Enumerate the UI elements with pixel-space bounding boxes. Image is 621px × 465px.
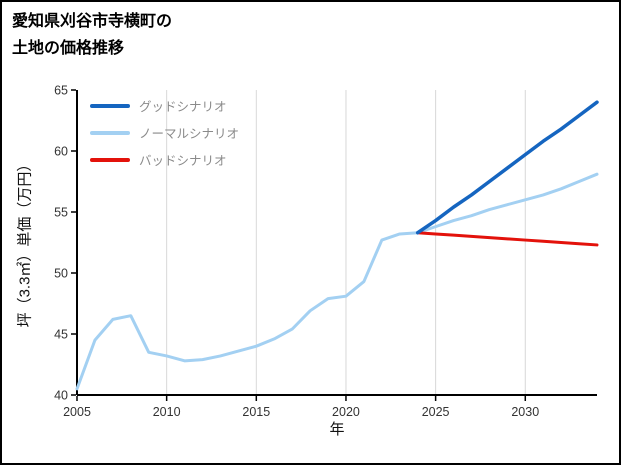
- x-tick-label: 2005: [63, 405, 91, 419]
- good-scenario-line-swatch: [90, 103, 130, 108]
- title-line-1: 愛知県刈谷市寺横町の: [12, 13, 173, 30]
- legend-label-normal: ノーマルシナリオ: [139, 127, 240, 141]
- series-line-グッドシナリオ: [415, 100, 599, 235]
- y-tick-label: 60: [54, 145, 68, 159]
- x-tick-label: 2020: [332, 405, 360, 419]
- x-tick-label: 2030: [511, 405, 539, 419]
- y-tick-label: 55: [54, 206, 68, 220]
- legend-item-bad: バッドシナリオ: [90, 146, 239, 173]
- x-axis-label: 年: [329, 421, 345, 438]
- legend-item-good: グッドシナリオ: [90, 92, 239, 119]
- normal-scenario-line-swatch: [90, 130, 130, 135]
- page-title: 愛知県刈谷市寺横町の 土地の価格推移: [12, 8, 172, 62]
- legend-label-bad: バッドシナリオ: [139, 154, 227, 168]
- series-line-ノーマルシナリオ: [75, 172, 599, 391]
- y-tick-label: 45: [54, 328, 68, 342]
- x-tick-label: 2015: [242, 405, 270, 419]
- legend-item-normal: ノーマルシナリオ: [90, 119, 239, 146]
- title-line-2: 土地の価格推移: [12, 40, 125, 58]
- x-tick-label: 2010: [153, 405, 181, 419]
- legend-label-good: グッドシナリオ: [139, 100, 227, 114]
- y-tick-label: 65: [54, 84, 68, 98]
- y-tick-label: 40: [54, 389, 68, 403]
- bad-scenario-line-swatch: [90, 157, 130, 162]
- y-axis-label: 坪（3.3㎡）単価（万円）: [16, 156, 34, 328]
- x-tick-label: 2025: [422, 405, 450, 419]
- legend: グッドシナリオ ノーマルシナリオ バッドシナリオ: [90, 92, 239, 173]
- y-tick-label: 50: [54, 267, 68, 281]
- series-line-バッドシナリオ: [416, 231, 599, 247]
